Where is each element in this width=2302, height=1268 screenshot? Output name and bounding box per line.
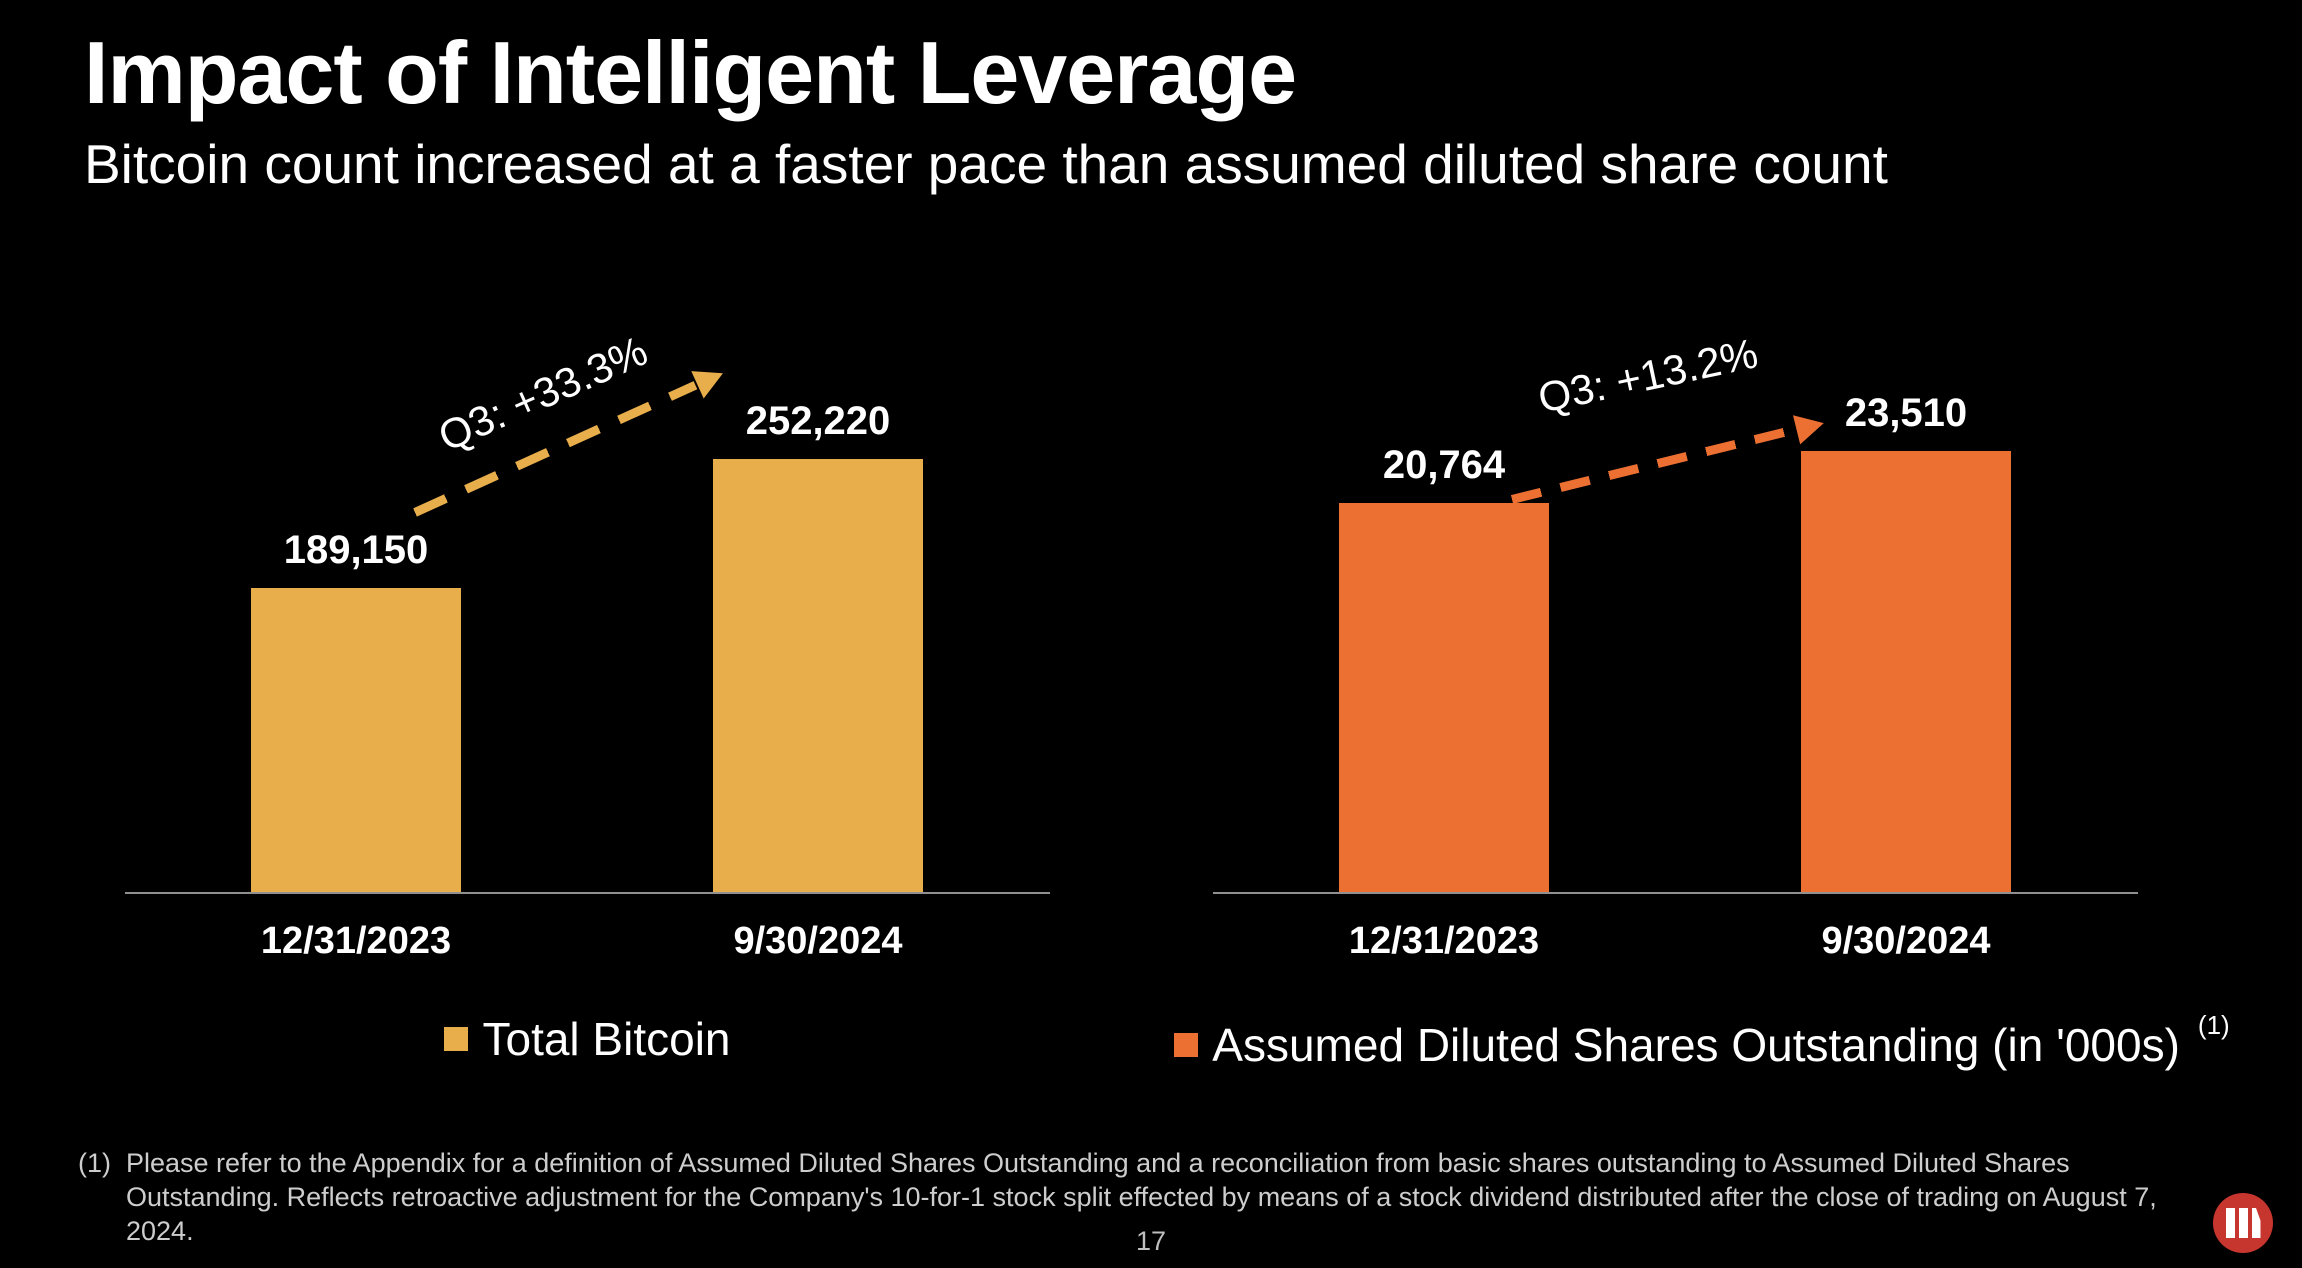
- page-number: 17: [1135, 1226, 1167, 1256]
- logo-bar: [2238, 1208, 2248, 1238]
- category-label: 9/30/2024: [733, 920, 903, 962]
- legend-total-bitcoin: Total Bitcoin: [125, 1012, 1050, 1066]
- bar: [713, 459, 923, 892]
- bar-value-label: 20,764: [1382, 443, 1506, 487]
- x-axis-line: [125, 892, 1050, 894]
- bar: [1339, 503, 1549, 892]
- logo-bar: [2225, 1208, 2235, 1238]
- legend-diluted-shares: Assumed Diluted Shares Outstanding (in '…: [1150, 1010, 2250, 1072]
- category-label: 9/30/2024: [1821, 920, 1991, 962]
- bar-value-label: 189,150: [283, 528, 429, 572]
- category-label: 12/31/2023: [260, 920, 452, 962]
- slide-title: Impact of Intelligent Leverage: [84, 23, 1297, 122]
- legend-superscript: (1): [2197, 1009, 2230, 1040]
- bar-value-label: 252,220: [745, 399, 891, 443]
- legend-swatch-orange: [1174, 1033, 1199, 1057]
- microstrategy-logo-icon: [2213, 1193, 2273, 1253]
- logo-bar-notched: [2251, 1208, 2261, 1238]
- category-label: 12/31/2023: [1348, 920, 1540, 962]
- footnote-marker: (1): [78, 1148, 111, 1178]
- legend-label-diluted-shares: Assumed Diluted Shares Outstanding (in '…: [1212, 1019, 2180, 1071]
- bar: [1801, 451, 2011, 892]
- bar: [251, 588, 461, 892]
- x-axis-line: [1213, 892, 2138, 894]
- legend-swatch-gold: [444, 1027, 469, 1051]
- footnote: (1) Please refer to the Appendix for a d…: [78, 1146, 2198, 1248]
- slide-subtitle: Bitcoin count increased at a faster pace…: [84, 133, 1888, 195]
- legend-label-total-bitcoin: Total Bitcoin: [482, 1013, 731, 1065]
- bar-value-label: 23,510: [1844, 391, 1968, 435]
- footnote-text: Please refer to the Appendix for a defin…: [126, 1148, 2157, 1246]
